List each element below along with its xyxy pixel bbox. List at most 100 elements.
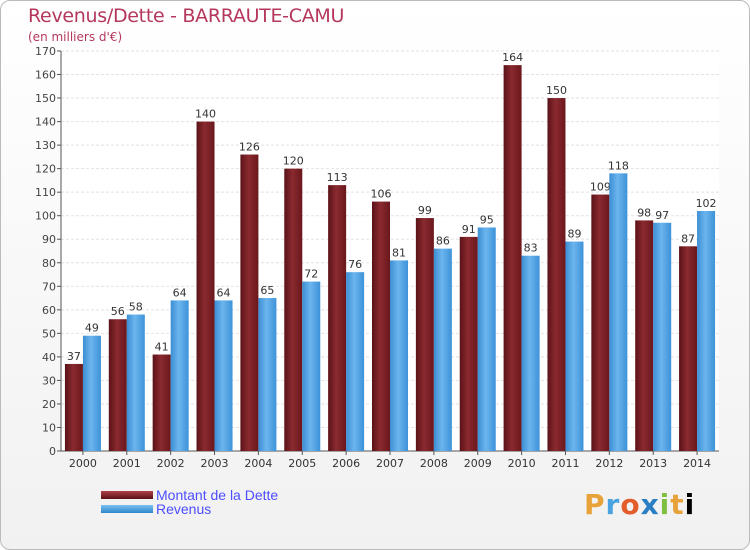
data-label-revenus: 58 (129, 301, 143, 314)
bar-dette (108, 319, 127, 451)
y-tick-label: 20 (42, 398, 56, 411)
x-tick-label: 2006 (332, 457, 360, 470)
data-label-dette: 106 (371, 188, 392, 201)
x-tick-label: 2008 (420, 457, 448, 470)
y-tick-label: 110 (35, 186, 56, 199)
data-label-dette: 37 (67, 350, 81, 363)
bar-dette (64, 363, 83, 451)
bar-revenus (170, 300, 189, 451)
legend-label-dette: Montant de la Dette (156, 487, 279, 503)
y-tick-label: 100 (35, 210, 56, 223)
chart-subtitle: (en milliers d'€) (28, 30, 123, 44)
bar-revenus (346, 272, 365, 451)
y-tick-label: 80 (42, 257, 56, 270)
bar-dette (328, 185, 347, 451)
data-label-dette: 126 (239, 141, 260, 154)
x-tick-label: 2004 (244, 457, 272, 470)
x-tick-label: 2011 (551, 457, 579, 470)
data-label-dette: 150 (546, 84, 567, 97)
bar-revenus (521, 255, 540, 451)
data-label-dette: 140 (195, 108, 216, 121)
x-tick-label: 2014 (683, 457, 711, 470)
data-label-revenus: 72 (304, 268, 318, 281)
y-tick-label: 150 (35, 92, 56, 105)
x-tick-label: 2002 (157, 457, 185, 470)
data-label-revenus: 76 (348, 258, 362, 271)
data-label-dette: 164 (502, 51, 523, 64)
bar-dette (459, 236, 478, 451)
bar-revenus (697, 211, 716, 451)
data-label-revenus: 65 (260, 284, 274, 297)
x-tick-label: 2005 (288, 457, 316, 470)
y-tick-label: 130 (35, 139, 56, 152)
y-tick-label: 50 (42, 327, 56, 340)
data-label-dette: 98 (637, 206, 651, 219)
legend-swatch-dette (101, 491, 153, 499)
x-tick-label: 2009 (464, 457, 492, 470)
x-tick-label: 2001 (113, 457, 141, 470)
x-tick-label: 2007 (376, 457, 404, 470)
bar-revenus (126, 314, 145, 451)
y-tick-label: 60 (42, 304, 56, 317)
data-label-revenus: 64 (217, 286, 231, 299)
data-label-dette: 91 (462, 223, 476, 236)
legend-label-revenus: Revenus (156, 501, 212, 517)
y-tick-label: 170 (35, 45, 56, 58)
data-label-revenus: 86 (436, 235, 450, 248)
bar-dette (415, 218, 434, 451)
data-label-dette: 87 (681, 232, 695, 245)
x-tick-label: 2013 (639, 457, 667, 470)
data-label-revenus: 83 (524, 242, 538, 255)
y-tick-label: 10 (42, 421, 56, 434)
x-tick-label: 2012 (595, 457, 623, 470)
bar-dette (196, 121, 215, 452)
bar-revenus (302, 281, 321, 451)
data-label-dette: 113 (327, 171, 348, 184)
data-label-revenus: 49 (85, 322, 99, 335)
y-tick-label: 120 (35, 163, 56, 176)
y-tick-label: 0 (49, 445, 56, 458)
x-tick-label: 2003 (201, 457, 229, 470)
y-tick-label: 70 (42, 280, 56, 293)
data-label-revenus: 64 (173, 286, 187, 299)
data-label-dette: 109 (590, 181, 611, 194)
data-label-revenus: 102 (696, 197, 717, 210)
legend-item-dette: Montant de la Dette (101, 487, 278, 503)
bar-dette (679, 246, 698, 451)
data-label-revenus: 81 (392, 246, 406, 259)
x-tick-label: 2010 (508, 457, 536, 470)
y-tick-label: 90 (42, 233, 56, 246)
bar-dette (152, 354, 171, 451)
data-label-dette: 99 (418, 204, 432, 217)
bar-revenus (653, 222, 672, 451)
bar-dette (284, 168, 303, 451)
data-label-dette: 41 (155, 341, 169, 354)
bar-dette (240, 154, 259, 451)
bar-revenus (390, 260, 408, 451)
data-label-dette: 56 (111, 305, 125, 318)
proxiti-logo: Proxiti (584, 488, 696, 521)
y-tick-label: 30 (42, 374, 56, 387)
data-label-revenus: 97 (655, 209, 669, 222)
bar-revenus (258, 298, 277, 451)
y-tick-label: 140 (35, 116, 56, 129)
chart-title: Revenus/Dette - BARRAUTE-CAMU (28, 5, 345, 27)
bar-dette (372, 201, 390, 451)
bar-dette (547, 98, 566, 451)
legend-swatch-revenus (101, 505, 153, 513)
bar-dette (503, 65, 522, 451)
bar-revenus (433, 248, 452, 451)
bar-revenus (82, 335, 101, 451)
bar-revenus (477, 227, 496, 451)
x-tick-label: 2000 (69, 457, 97, 470)
y-tick-label: 40 (42, 351, 56, 364)
y-tick-label: 160 (35, 69, 56, 82)
bar-revenus (214, 300, 233, 451)
bar-revenus (609, 173, 628, 451)
legend-item-revenus: Revenus (101, 501, 211, 517)
data-label-revenus: 118 (608, 159, 629, 172)
bar-revenus (565, 241, 584, 451)
bar-dette (635, 220, 654, 451)
